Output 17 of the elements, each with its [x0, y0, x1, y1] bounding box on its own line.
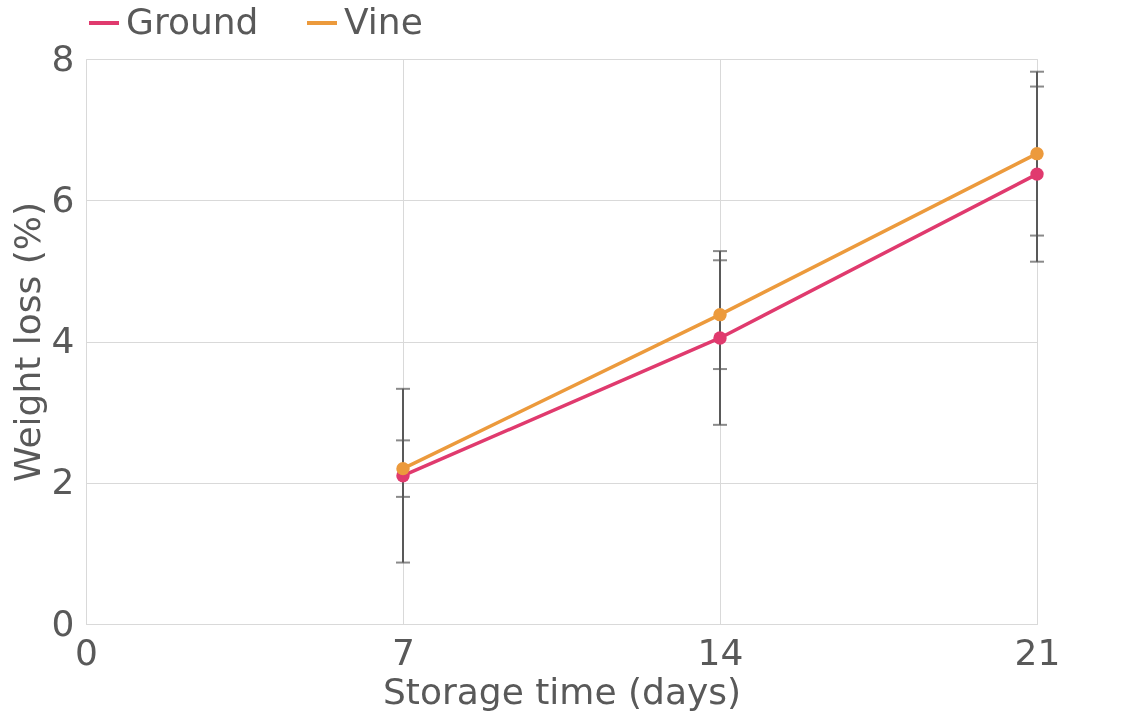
- point: [713, 331, 727, 345]
- x-tick-label: 7: [392, 631, 415, 673]
- y-tick-label: 8: [51, 37, 75, 79]
- y-tick-label: 2: [51, 461, 75, 503]
- y-axis-title: Weight loss (%): [6, 201, 48, 483]
- point: [1030, 167, 1044, 181]
- x-axis-title: Storage time (days): [382, 670, 742, 712]
- x-tick-label: 14: [697, 631, 744, 673]
- y-tick-label: 6: [51, 178, 75, 220]
- point: [396, 461, 410, 476]
- legend-label: Vine: [344, 1, 423, 42]
- legend-label: Ground: [126, 1, 259, 42]
- y-tick-label: 0: [51, 602, 75, 644]
- point: [713, 307, 727, 322]
- x-tick-label: 21: [1014, 631, 1061, 673]
- point: [1030, 146, 1044, 161]
- y-tick-label: 4: [51, 320, 75, 361]
